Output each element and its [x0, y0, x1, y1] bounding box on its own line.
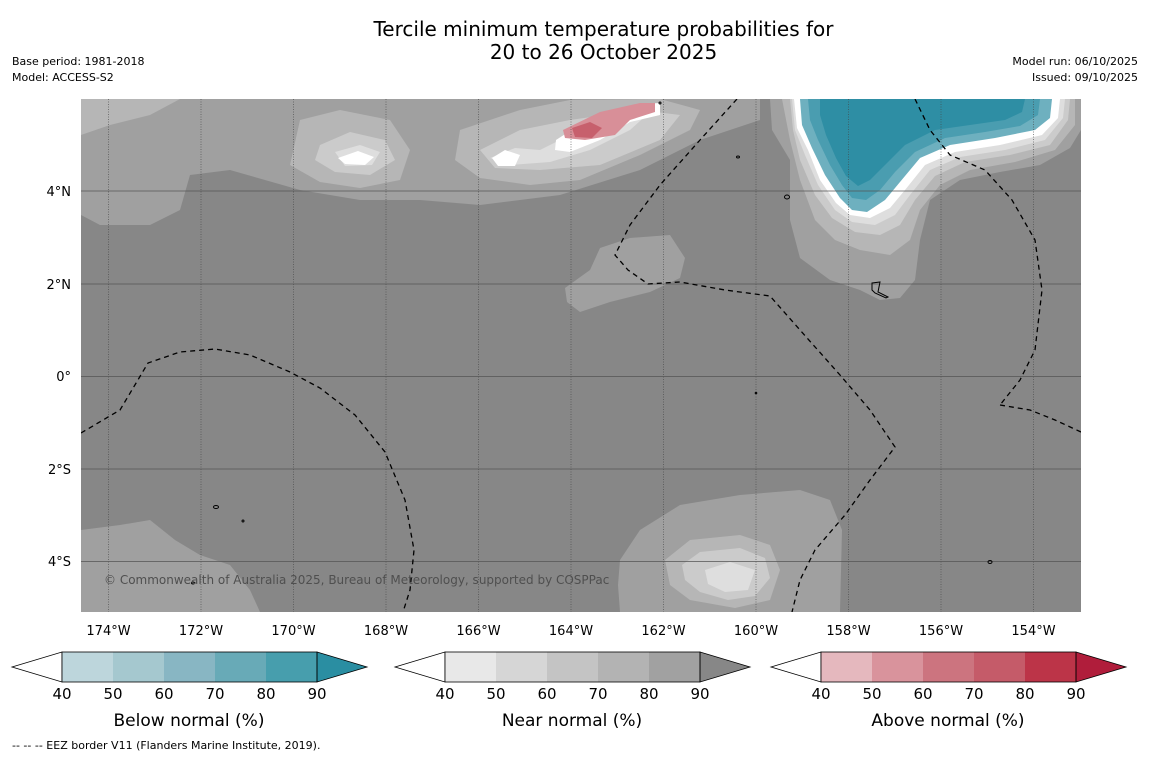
model-text: Model: ACCESS-S2 [12, 71, 114, 84]
lon-label-162w: 162°W [641, 624, 685, 639]
lon-label-170w: 170°W [271, 624, 315, 639]
lon-label-172w: 172°W [179, 624, 223, 639]
map-title: Tercile minimum temperature probabilitie… [0, 18, 1150, 64]
colorbar-above-title: Above normal (%) [871, 711, 1024, 731]
colorbar-above-cell-5 [1025, 652, 1076, 682]
colorbar-near-tick: 90 [690, 685, 709, 703]
colorbar-near-cell-4 [598, 652, 649, 682]
colorbar-above-cell-2 [872, 652, 923, 682]
colorbar-near-min-arrow [393, 651, 446, 683]
colorbar-below-cell-5 [266, 652, 317, 682]
colorbar-below-title: Below normal (%) [114, 711, 265, 731]
lon-label-166w: 166°W [456, 624, 500, 639]
latitude-labels: 4°N 2°N 0° 2°S 4°S [47, 185, 72, 570]
lat-label-2s: 2°S [48, 463, 71, 478]
lon-label-154w: 154°W [1011, 624, 1055, 639]
lon-label-168w: 168°W [364, 624, 408, 639]
meta-right: Model run: 06/10/2025 Issued: 09/10/2025 [1012, 54, 1138, 86]
base-period-text: Base period: 1981-2018 [12, 55, 145, 68]
colorbar-above-cell-1 [821, 652, 872, 682]
lat-label-2n: 2°N [47, 278, 72, 293]
colorbar-near-cell-5 [649, 652, 700, 682]
colorbar-near-tick: 50 [486, 685, 505, 703]
near-normal-region-south-80 [705, 562, 755, 592]
colorbar-above-tick: 90 [1066, 685, 1085, 703]
islands [191, 101, 993, 585]
colorbar-below-tick: 90 [307, 685, 326, 703]
lon-label-158w: 158°W [826, 624, 870, 639]
colorbar-near-cell-1 [445, 652, 496, 682]
colorbar-below-tick: 70 [205, 685, 224, 703]
below-normal-region-80 [820, 99, 1025, 186]
above-normal-region-60 [572, 122, 602, 138]
parallel-gridlines [81, 190, 1081, 562]
lat-label-0: 0° [56, 370, 71, 385]
colorbar-below-cell-4 [215, 652, 266, 682]
colorbar-below-min-arrow [10, 651, 63, 683]
lon-label-174w: 174°W [86, 624, 130, 639]
colorbar-above-tick: 80 [1015, 685, 1034, 703]
colorbar-below-tick: 60 [154, 685, 173, 703]
colorbar-above-cell-3 [923, 652, 974, 682]
colorbar-near-tick: 40 [435, 685, 454, 703]
meridian-gridlines [108, 99, 1034, 612]
colorbar-near-cell-2 [496, 652, 547, 682]
title-line-2: 20 to 26 October 2025 [489, 40, 718, 64]
colorbar-below-normal: 40 50 60 70 80 90 Below normal (%) [10, 651, 369, 731]
colorbar-near-normal: 40 50 60 70 80 90 Near normal (%) [393, 651, 752, 731]
near-normal-region-center [565, 235, 685, 312]
eez-footnote: -- -- -- EEZ border V11 (Flanders Marine… [12, 739, 321, 752]
meta-left: Base period: 1981-2018 Model: ACCESS-S2 [12, 54, 144, 86]
colorbar-below-cell-2 [113, 652, 164, 682]
near-normal-region-southwest [81, 520, 260, 612]
colorbar-above-normal: 40 50 60 70 80 90 Above normal (%) [769, 651, 1128, 731]
colorbar-near-tick: 70 [588, 685, 607, 703]
issued-text: Issued: 09/10/2025 [1031, 71, 1138, 84]
lat-label-4n: 4°N [47, 185, 72, 200]
colorbar-above-cell-4 [974, 652, 1025, 682]
colorbar-below-max-arrow [316, 651, 369, 683]
eez-borders [81, 99, 1081, 612]
colorbar-above-tick: 40 [811, 685, 830, 703]
colorbar-above-tick: 70 [964, 685, 983, 703]
colorbar-above-tick: 50 [862, 685, 881, 703]
colorbar-below-tick: 50 [103, 685, 122, 703]
colorbar-below-cell-1 [62, 652, 113, 682]
lat-label-4s: 4°S [48, 555, 71, 570]
colorbar-near-tick: 80 [639, 685, 658, 703]
copyright-notice: © Commonwealth of Australia 2025, Bureau… [104, 573, 609, 587]
lon-label-156w: 156°W [919, 624, 963, 639]
title-line-1: Tercile minimum temperature probabilitie… [373, 17, 834, 41]
model-run-text: Model run: 06/10/2025 [1012, 55, 1138, 68]
colorbar-below-tick: 80 [256, 685, 275, 703]
colorbar-near-title: Near normal (%) [502, 711, 642, 731]
colorbar-near-max-arrow [699, 651, 752, 683]
colorbar-above-min-arrow [769, 651, 822, 683]
colorbar-near-cell-3 [547, 652, 598, 682]
lon-label-160w: 160°W [734, 624, 778, 639]
colorbar-below-tick: 40 [52, 685, 71, 703]
colorbar-below-cell-3 [164, 652, 215, 682]
longitude-labels: 174°W 172°W 170°W 168°W 166°W 164°W 162°… [86, 624, 1055, 639]
colorbar-above-max-arrow [1075, 651, 1128, 683]
map-panel: © Commonwealth of Australia 2025, Bureau… [81, 99, 1081, 612]
colorbar-near-tick: 60 [537, 685, 556, 703]
lon-label-164w: 164°W [549, 624, 593, 639]
colorbar-above-tick: 60 [913, 685, 932, 703]
